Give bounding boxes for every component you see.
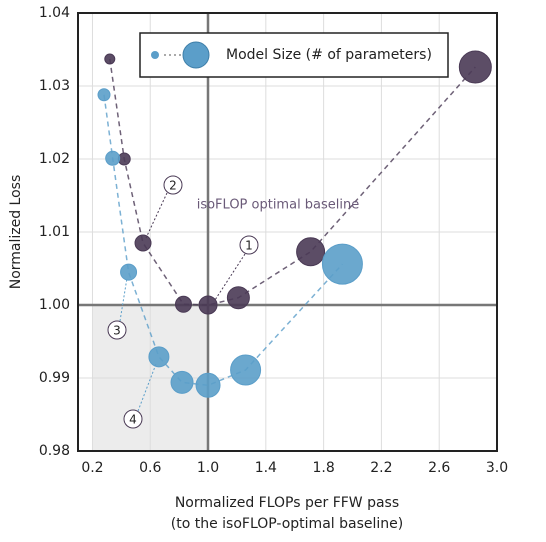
callout-circle (107, 320, 127, 340)
callout-line (119, 277, 128, 322)
bubble (174, 295, 192, 313)
x-axis-label: (to the isoFLOP-optimal baseline) (171, 516, 403, 532)
y-tick-label: 1.04 (39, 5, 70, 21)
x-tick-label: 1.4 (255, 460, 277, 476)
bubble (195, 372, 221, 398)
bubble (296, 237, 326, 267)
bubble (321, 243, 363, 285)
bubble (230, 354, 262, 386)
x-tick-label: 2.2 (370, 460, 392, 476)
x-tick-label: 1.0 (197, 460, 219, 476)
x-axis-label: Normalized FLOPs per FFW pass (175, 495, 399, 511)
y-axis-label: Normalized Loss (8, 175, 24, 290)
plot-frame (77, 12, 498, 452)
legend-big (182, 41, 210, 69)
callout-number: 4 (129, 413, 137, 427)
legend-small (151, 51, 159, 59)
x-tick-label: 3.0 (486, 460, 508, 476)
callout-line (214, 253, 246, 301)
callout-line (137, 363, 157, 412)
bubble (120, 263, 138, 281)
legend: Model Size (# of parameters) (139, 32, 449, 78)
legend-label: Model Size (# of parameters) (226, 47, 432, 63)
callout-circle (123, 409, 143, 429)
callout-number: 2 (169, 179, 177, 193)
callout-number: 3 (113, 324, 121, 338)
y-tick-label: 1.01 (39, 224, 70, 240)
x-tick-label: 1.8 (312, 460, 334, 476)
bubble (105, 150, 121, 166)
callout-number: 1 (245, 239, 253, 253)
y-tick-label: 0.98 (39, 443, 70, 459)
bubble (104, 53, 116, 65)
bubble (97, 88, 111, 102)
bubble (170, 370, 194, 394)
plot (97, 50, 492, 398)
callouts: 1 2 3 4 (107, 175, 259, 429)
bubble (458, 50, 492, 84)
bubble (134, 234, 152, 252)
x-tick-label: 0.2 (81, 460, 103, 476)
x-tick-label: 0.6 (139, 460, 161, 476)
x-tick-label: 2.6 (428, 460, 450, 476)
y-tick-label: 1.03 (39, 78, 70, 94)
callout-circle (163, 175, 183, 195)
bubble (198, 295, 218, 315)
y-tick-label: 0.99 (39, 370, 70, 386)
y-tick-label: 1.00 (39, 297, 70, 313)
annotation: isoFLOP optimal baseline (197, 198, 360, 213)
bubble (148, 346, 170, 368)
callout-line (145, 192, 168, 239)
y-tick-label: 1.02 (39, 151, 70, 167)
bubble (226, 286, 250, 310)
callout-circle (239, 235, 259, 255)
